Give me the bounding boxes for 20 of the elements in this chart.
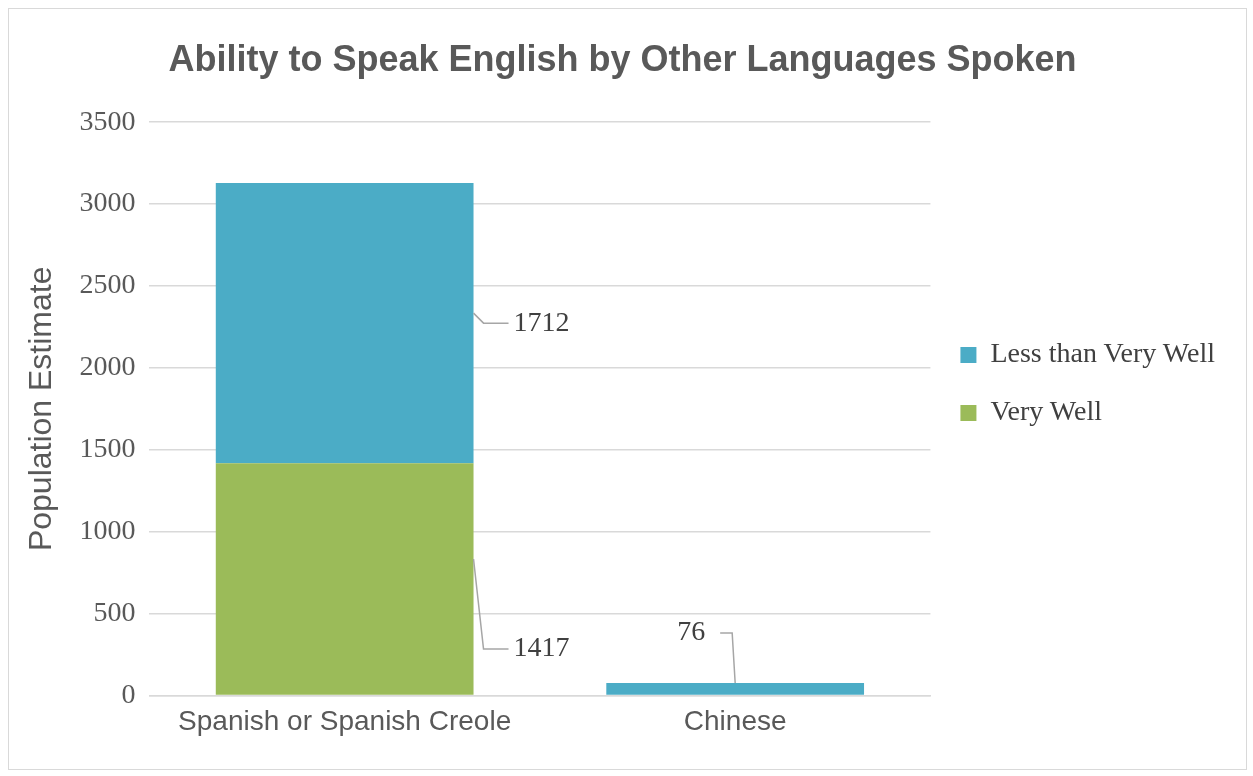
y-tick-label: 1500: [79, 432, 136, 464]
y-tick-label: 500: [93, 595, 136, 627]
bar: [606, 682, 865, 695]
data-label: 1417: [513, 631, 570, 663]
data-label: 1712: [513, 305, 570, 337]
y-tick-label: 0: [121, 677, 136, 709]
y-axis-title: Population Estimate: [22, 266, 59, 552]
legend-label: Very Well: [990, 395, 1103, 427]
bar: [215, 463, 474, 695]
legend-label: Less than Very Well: [990, 337, 1216, 369]
chart-title: Ability to Speak English by Other Languages Spoken: [168, 37, 1077, 79]
x-tick-label: Chinese: [683, 704, 787, 736]
y-tick-label: 1000: [79, 513, 136, 545]
y-tick-label: 2000: [79, 350, 136, 382]
bar: [215, 182, 474, 464]
y-tick-label: 2500: [79, 268, 136, 300]
data-label: 76: [677, 615, 706, 647]
y-tick-label: 3000: [79, 186, 136, 218]
y-tick-label: 3500: [79, 104, 136, 136]
x-tick-label: Spanish or Spanish Creole: [178, 704, 512, 736]
